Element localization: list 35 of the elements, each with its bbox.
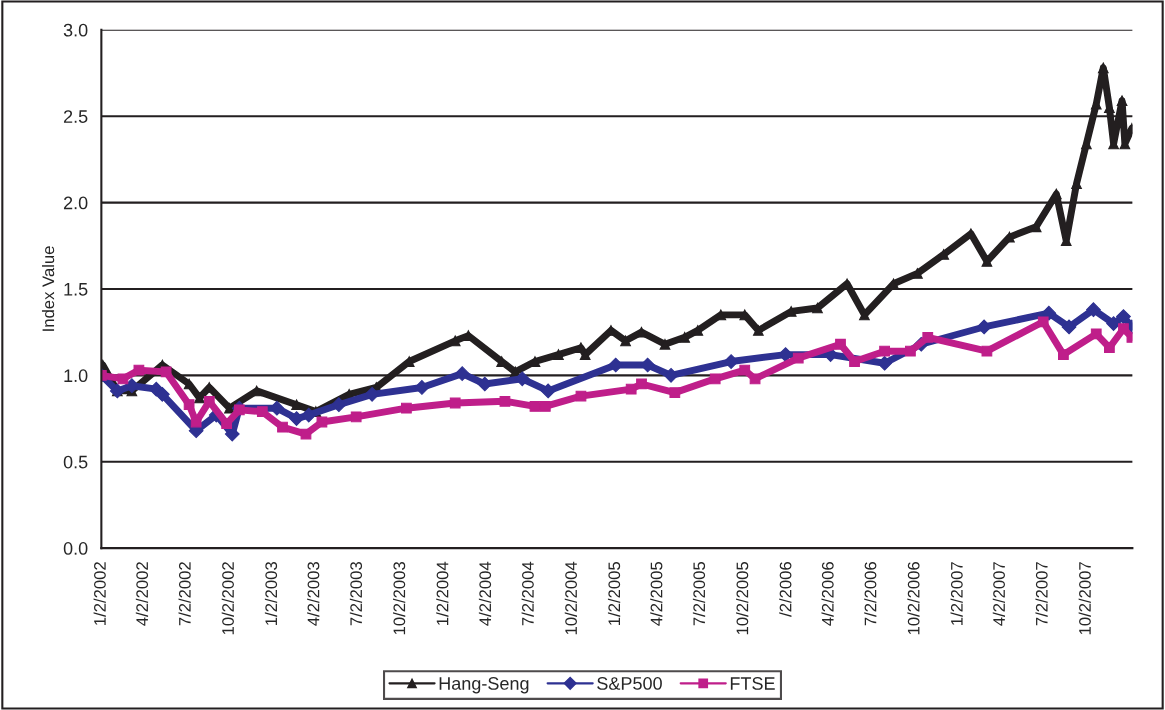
y-tick-label: 1.0 <box>64 369 88 383</box>
x-tick-label: 4/2/2003 <box>307 562 320 626</box>
x-tick-label: 4/2/2007 <box>992 562 1005 626</box>
x-tick-label: 10/2/2005 <box>736 562 749 635</box>
y-axis-title: Index Value <box>41 246 55 331</box>
x-tick-label: 10/2/2004 <box>564 561 577 635</box>
legend-label: S&P500 <box>597 677 662 690</box>
x-tick-label: 1/2/2004 <box>436 561 449 625</box>
x-tick-label: 10/2/2003 <box>392 562 406 635</box>
y-tick-label: 2.0 <box>63 196 88 210</box>
x-tick-label: 7/2/2004 <box>521 561 534 626</box>
x-tick-label: 7/2/2006 <box>864 562 877 626</box>
x-tick-label: 4/2/2004 <box>478 561 492 626</box>
x-tick-label: 10/2/2007 <box>1078 562 1091 635</box>
x-tick-label: 7/2/2002 <box>178 562 191 626</box>
x-tick-label: 1/2/2002 <box>93 562 106 625</box>
x-tick-label: /2/2006 <box>779 562 792 617</box>
x-tick-label: 10/2/2006 <box>907 562 920 635</box>
legend-label: FTSE <box>730 677 775 690</box>
x-tick-label: 7/2/2007 <box>1035 562 1048 626</box>
x-tick-label: 7/2/2005 <box>692 562 706 626</box>
legend-label: Hang-Seng <box>439 677 529 694</box>
x-tick-label: 4/2/2005 <box>650 562 663 626</box>
x-tick-label: 7/2/2003 <box>349 562 363 626</box>
x-tick-label: 10/2/2002 <box>221 562 234 635</box>
x-tick-label: 1/2/2007 <box>950 562 963 625</box>
x-tick-label: 4/2/2002 <box>135 562 149 626</box>
y-tick-label: 0.5 <box>63 455 88 469</box>
x-tick-label: 1/2/2003 <box>264 562 278 625</box>
x-tick-label: 4/2/2006 <box>821 562 834 626</box>
y-tick-label: 2.5 <box>63 110 88 123</box>
y-tick-label: 1.5 <box>64 283 88 296</box>
y-tick-label: 3.0 <box>63 23 88 37</box>
y-tick-label: 0.0 <box>63 542 88 555</box>
x-tick-label: 1/2/2005 <box>607 562 621 625</box>
